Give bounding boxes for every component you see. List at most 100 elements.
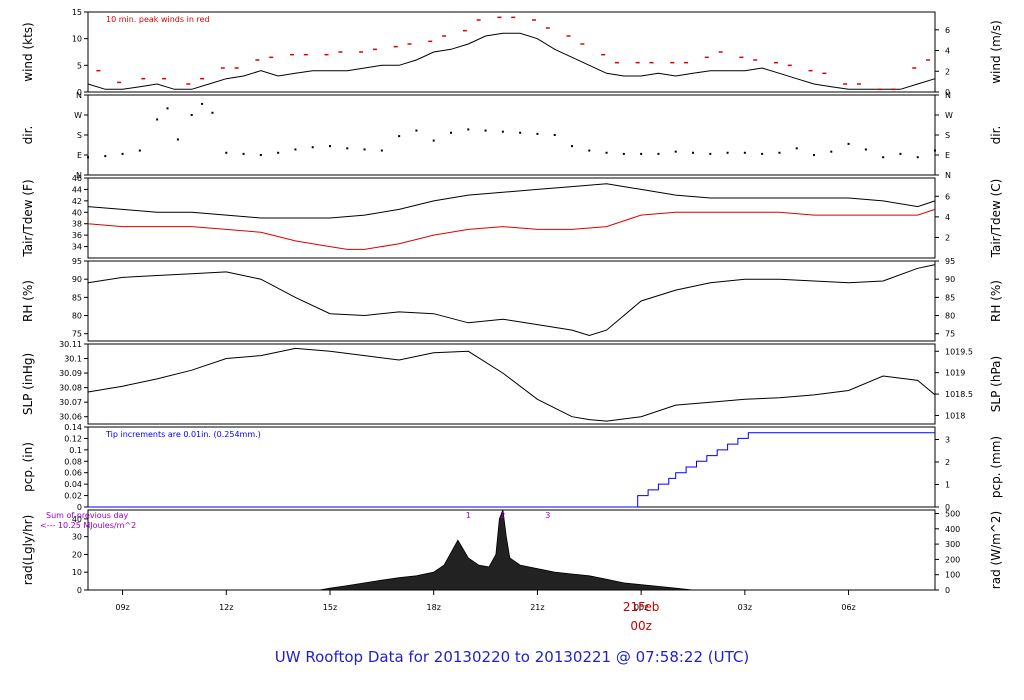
dir-point	[916, 156, 919, 159]
dir-point	[934, 149, 936, 152]
pcp-annotation: Tip increments are 0.01in. (0.254mm.)	[105, 430, 261, 439]
rad-marker: 3	[545, 511, 550, 520]
rh-ytick-right-label: 90	[945, 275, 955, 284]
dir-point	[450, 131, 452, 134]
dir-point	[501, 130, 504, 133]
dir-point	[346, 147, 349, 150]
temp-ylabel-right: Tair/Tdew (C)	[989, 179, 1003, 259]
dir-ytick-label: W	[74, 111, 82, 120]
x-tick-label: 15z	[323, 603, 337, 612]
dir-point	[847, 142, 850, 145]
slp-ytick-label: 30.1	[64, 355, 82, 364]
rad-ytick-right-label: 0	[945, 586, 950, 595]
dir-point	[211, 111, 214, 114]
dir-point	[166, 107, 169, 110]
rad-sum-value: <--- 10.25 MJoules/m^2	[40, 521, 136, 530]
rad-ylabel-right: rad (W/m^2)	[989, 511, 1003, 589]
x-tick-label: 18z	[427, 603, 441, 612]
dir-point	[121, 152, 124, 155]
rad-ylabel: rad(Lgly/hr)	[21, 515, 35, 586]
dir-point	[156, 118, 159, 121]
pcp-ytick-right-label: 3	[945, 436, 950, 445]
pcp-ytick-right-label: 2	[945, 458, 950, 467]
dir-point	[588, 149, 591, 152]
temp-ytick-label: 42	[72, 197, 82, 206]
dir-point	[674, 150, 677, 153]
temp-frame	[87, 177, 936, 259]
x-tick-label: 06z	[841, 603, 855, 612]
slp-ylabel-right: SLP (hPa)	[989, 356, 1003, 412]
dir-point	[761, 152, 764, 155]
wind-ytick-right-label: 2	[945, 67, 950, 76]
temp-ytick-label: 46	[72, 174, 82, 183]
dir-point	[778, 151, 781, 154]
temp-ytick-right-label: 6	[945, 192, 950, 201]
dir-point	[398, 135, 401, 138]
rh-rh-line	[87, 264, 936, 337]
dir-point	[104, 155, 107, 158]
slp-ytick-right-label: 1019	[945, 369, 965, 378]
dir-point	[294, 148, 297, 151]
rad-ytick-right-label: 100	[945, 571, 960, 580]
rh-ytick-label: 80	[72, 312, 82, 321]
slp-ytick-right-label: 1018	[945, 411, 965, 420]
dir-ytick-label: N	[76, 91, 82, 100]
dir-ytick-label: E	[77, 151, 82, 160]
rad-ytick-label: 0	[77, 586, 82, 595]
x-tick-label: 21z	[530, 603, 544, 612]
slp-ytick-label: 30.09	[59, 369, 82, 378]
wind-ytick-right-label: 4	[945, 47, 950, 56]
dir-ytick-label: S	[77, 131, 82, 140]
temp-ytick-right-label: 4	[945, 213, 950, 222]
pcp-ytick-label: 0.1	[69, 446, 82, 455]
dir-point	[622, 152, 625, 155]
rad-ytick-label: 20	[72, 550, 82, 559]
rad-marker: 1	[466, 511, 471, 520]
rh-ytick-right-label: 75	[945, 330, 955, 339]
temp-tdew-line	[87, 208, 936, 250]
dir-point	[605, 151, 608, 154]
wind-wind-line	[87, 32, 936, 90]
dir-point	[743, 151, 746, 154]
pcp-line	[88, 432, 935, 508]
pcp-ytick-right-label: 1	[945, 481, 950, 490]
panel-pcp: 0 0.02 0.04 0.06 0.08 0.1 0.12 0.14 0 1 2 3 pcp. (in…	[21, 423, 1003, 512]
rad-ytick-right-label: 300	[945, 540, 960, 549]
dir-point	[277, 151, 280, 154]
dir-point	[571, 145, 573, 148]
dir-point	[225, 151, 228, 154]
rad-ytick-label: 10	[72, 568, 82, 577]
dir-point	[657, 152, 660, 155]
rh-ytick-label: 95	[72, 257, 82, 266]
dir-point	[726, 151, 729, 154]
rad-ytick-label: 30	[72, 533, 82, 542]
dir-ytick-right-label: N	[945, 91, 951, 100]
wind-ytick-right-label: 6	[945, 26, 950, 35]
dir-ylabel: dir.	[21, 126, 35, 145]
x-tick-label: 12z	[219, 603, 233, 612]
dir-point	[259, 154, 262, 156]
wind-ytick-label: 0	[77, 88, 82, 97]
dir-point	[329, 145, 331, 148]
slp-ytick-label: 30.08	[59, 384, 82, 393]
wind-annotation: 10 min. peak winds in red	[106, 15, 210, 24]
wind-ytick-right-label: 0	[945, 88, 950, 97]
pcp-ylabel: pcp. (in)	[21, 442, 35, 492]
slp-ytick-label: 30.11	[59, 340, 82, 349]
rad-area	[319, 509, 694, 591]
wind-ytick-label: 5	[77, 61, 82, 70]
dir-point	[709, 152, 712, 155]
pcp-frame	[87, 426, 936, 508]
dir-point	[553, 134, 556, 136]
rh-ylabel: RH (%)	[21, 280, 35, 322]
dir-point	[484, 129, 487, 132]
slp-ytick-label: 30.07	[59, 398, 82, 407]
rh-ytick-label: 75	[72, 330, 82, 339]
pcp-ylabel-right: pcp. (mm)	[989, 436, 1003, 498]
temp-ylabel: Tair/Tdew (F)	[21, 179, 35, 257]
x-tick-label: 00z	[634, 603, 648, 612]
dir-ytick-right-label: N	[945, 171, 951, 180]
temp-tair-line	[87, 183, 936, 219]
